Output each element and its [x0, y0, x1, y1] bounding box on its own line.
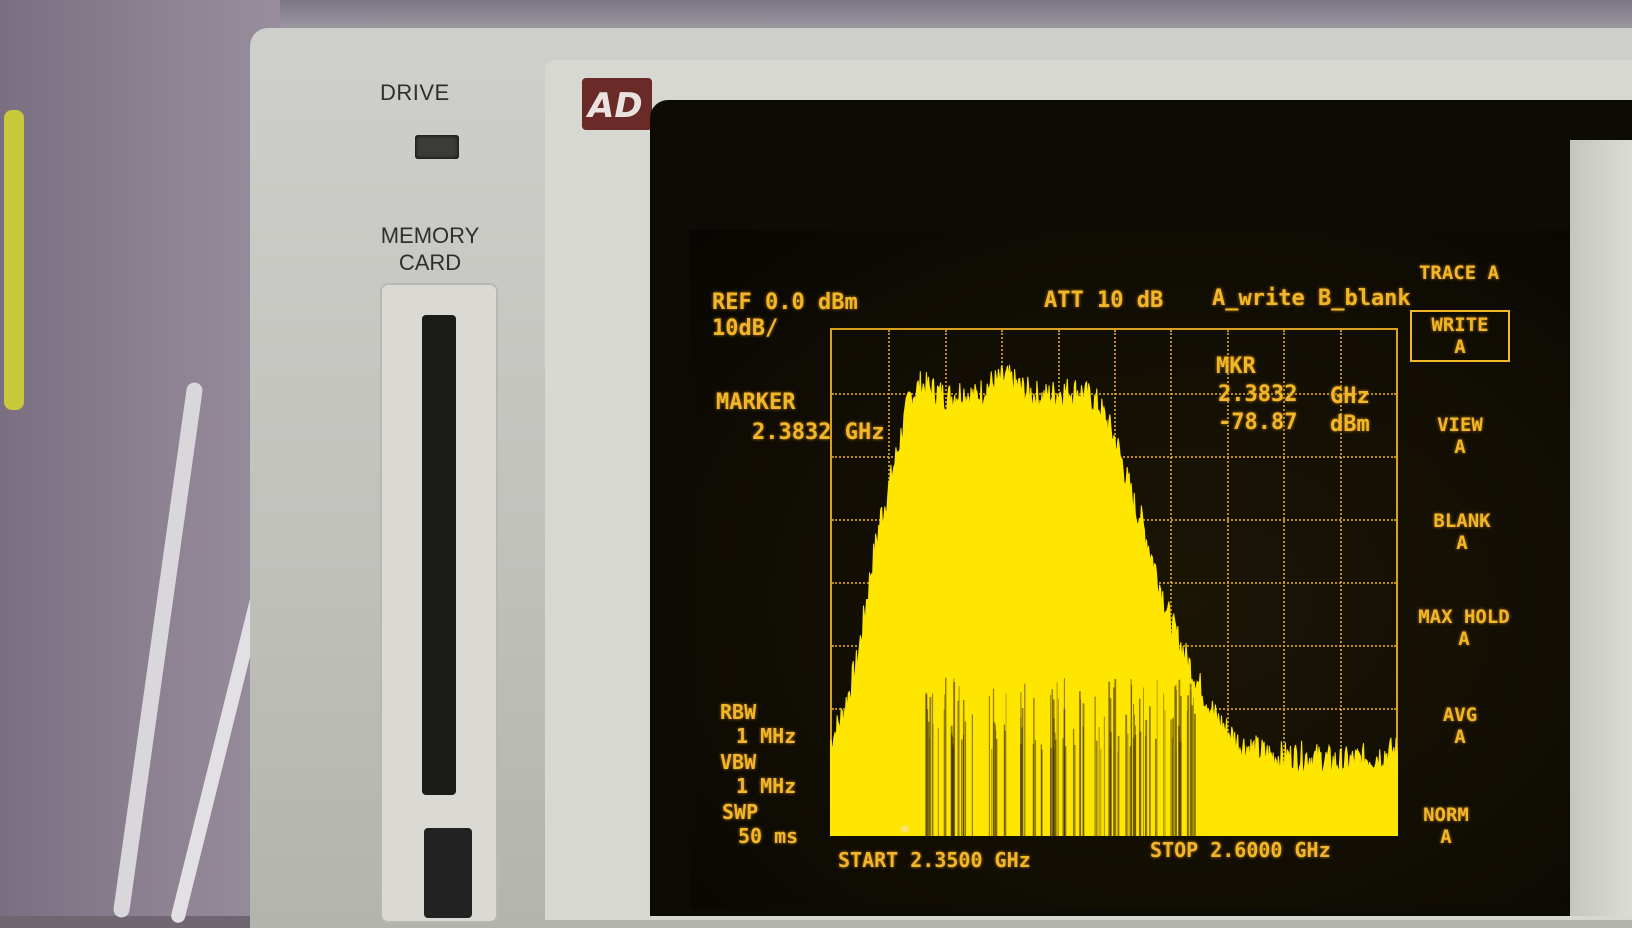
yellow-cable [4, 110, 24, 410]
memory-card-slot[interactable] [422, 315, 456, 795]
sweep-value: 50 ms [738, 824, 799, 848]
right-side-panel [1570, 140, 1632, 916]
memory-card-label: MEMORY CARD [370, 222, 490, 276]
start-frequency: START 2.3500 GHz [838, 848, 1031, 872]
grid-line [832, 393, 1396, 396]
attenuation: ATT 10 dB [1044, 288, 1164, 313]
card-eject-button[interactable] [424, 828, 472, 918]
mkr-frequency-unit: GHz [1330, 384, 1370, 409]
ref-level: REF 0.0 dBm [712, 290, 858, 315]
softkey-view-a[interactable]: VIEW A [1410, 414, 1510, 458]
softkey-label: WRITE [1431, 314, 1489, 336]
mkr-level-value: -78.87 [1218, 410, 1298, 435]
softkey-label: A [1454, 726, 1466, 748]
spectrum-trace [830, 364, 1398, 836]
drive-led [415, 135, 459, 159]
marker-dot [901, 824, 910, 833]
rbw-label: RBW [720, 700, 757, 724]
scale-per-div: 10dB/ [712, 316, 779, 341]
marker-frequency: 2.3832 GHz [752, 420, 885, 445]
softkey-max-hold-a[interactable]: MAX HOLD A [1404, 606, 1524, 650]
softkey-avg-a[interactable]: AVG A [1410, 704, 1510, 748]
rbw-value: 1 MHz [736, 724, 797, 748]
softkey-label: A [1454, 336, 1466, 358]
softkey-norm-a[interactable]: NORM A [1396, 804, 1496, 848]
mkr-label: MKR [1216, 354, 1256, 379]
drive-label: DRIVE [380, 80, 450, 105]
mkr-frequency-value: 2.3832 [1218, 382, 1298, 407]
trace-mode: A_write B_blank [1212, 286, 1411, 311]
softkey-write-a[interactable]: WRITE A [1410, 310, 1510, 362]
softkey-label: A [1454, 436, 1466, 458]
softkey-label: NORM [1423, 804, 1469, 826]
softkey-label: A [1456, 532, 1468, 554]
softkey-label: A [1440, 826, 1452, 848]
mkr-level-unit: dBm [1330, 412, 1370, 437]
sweep-label: SWP [722, 800, 759, 824]
softkey-label: MAX HOLD [1418, 606, 1510, 628]
logo-text: AD [588, 86, 643, 126]
vbw-value: 1 MHz [736, 774, 797, 798]
softkey-label: AVG [1442, 704, 1478, 726]
vbw-label: VBW [720, 750, 757, 774]
marker-label: MARKER [716, 390, 796, 415]
softkey-blank-a[interactable]: BLANK A [1412, 510, 1512, 554]
softkey-menu-title: TRACE A [1418, 262, 1500, 284]
memory-card-label-line2: CARD [398, 250, 462, 275]
softkey-label: BLANK [1433, 510, 1491, 532]
softkey-label: A [1458, 628, 1470, 650]
stop-frequency: STOP 2.6000 GHz [1150, 838, 1331, 862]
softkey-label: VIEW [1437, 414, 1483, 436]
brand-logo: AD [582, 78, 652, 130]
memory-card-label-line1: MEMORY [380, 223, 480, 248]
